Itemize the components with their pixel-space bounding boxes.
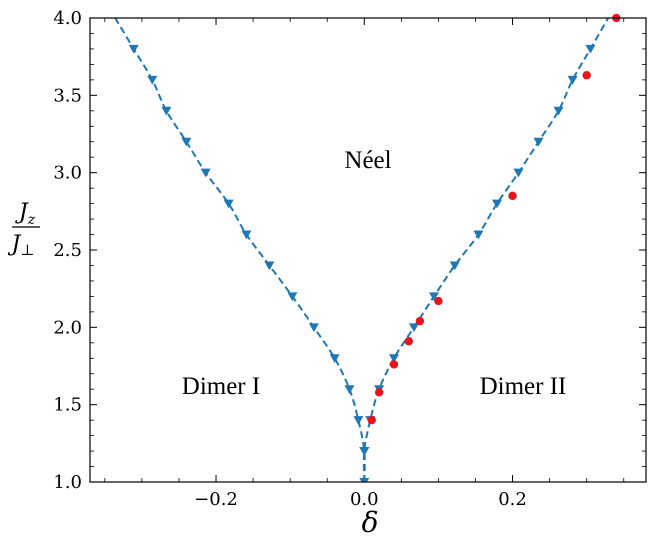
triangle-marker [359, 447, 370, 456]
svg-text:Jz: Jz [15, 200, 36, 228]
red-circle-marker [415, 316, 425, 326]
triangle-marker [533, 137, 544, 147]
red-circle-marker [389, 360, 399, 369]
triangle-marker [128, 44, 139, 54]
triangle-marker [223, 199, 234, 209]
red-circle-marker [367, 415, 376, 425]
y-label-numerator-sub: z [27, 212, 36, 228]
red-circle-marker [508, 191, 517, 201]
plot-frame [89, 17, 647, 483]
triangle-marker [428, 292, 439, 302]
svg-text:J⊥: J⊥ [8, 232, 35, 259]
triangle-marker [585, 44, 596, 54]
triangle-marker [181, 137, 192, 147]
triangle-marker [513, 168, 524, 178]
x-tick-label: 0.2 [498, 489, 527, 510]
y-label-denominator: J [8, 232, 22, 257]
triangle-marker [161, 106, 172, 116]
y-tick-label: 1.5 [53, 395, 82, 416]
y-axis-label: Jz J⊥ [8, 200, 40, 259]
red-circle-marker [374, 388, 384, 397]
red-circle-marker [582, 71, 591, 80]
y-tick-label: 2.0 [53, 317, 82, 338]
triangle-marker [553, 106, 564, 116]
triangle-marker [200, 168, 211, 178]
red-circle-marker [434, 296, 443, 306]
triangle-marker [287, 292, 298, 302]
triangle-marker [147, 75, 158, 85]
tick-labels: −0.2 0.0 0.2 1.0 1.5 2.0 2.5 3.0 3.5 4.0 [53, 8, 527, 510]
triangle-marker [241, 230, 252, 240]
x-tick-label: 0.0 [350, 489, 379, 510]
region-label-dimer-i: Dimer I [182, 373, 260, 400]
phase-boundary-line [362, 18, 610, 482]
triangle-marker [449, 261, 460, 271]
y-tick-label: 3.5 [53, 85, 82, 106]
region-label-dimer-ii: Dimer II [480, 373, 567, 400]
axis-ticks [90, 17, 646, 483]
region-label-neel: Néel [344, 147, 391, 174]
triangle-marker [491, 199, 502, 209]
triangle-marker [308, 323, 319, 333]
red-circle-marker [404, 337, 413, 346]
y-tick-label: 4.0 [53, 8, 82, 29]
y-tick-label: 3.0 [53, 163, 82, 184]
triangle-marker [329, 354, 340, 364]
triangle-marker [264, 261, 275, 271]
triangle-marker [344, 385, 355, 394]
boundary-curves [114, 18, 610, 482]
x-tick-label: −0.2 [194, 489, 238, 510]
y-tick-label: 1.0 [53, 472, 82, 493]
data-markers [128, 44, 596, 482]
y-tick-label: 2.5 [53, 240, 82, 261]
x-axis-label: δ [362, 506, 379, 539]
triangle-marker [473, 230, 484, 240]
triangle-marker [353, 416, 364, 425]
y-label-numerator: J [15, 200, 29, 225]
y-label-denominator-sub: ⊥ [20, 241, 34, 259]
triangle-marker [359, 478, 370, 482]
triangle-marker [408, 323, 419, 333]
triangle-marker [567, 75, 578, 85]
triangle-marker [388, 354, 399, 364]
phase-boundary-line [114, 18, 366, 482]
